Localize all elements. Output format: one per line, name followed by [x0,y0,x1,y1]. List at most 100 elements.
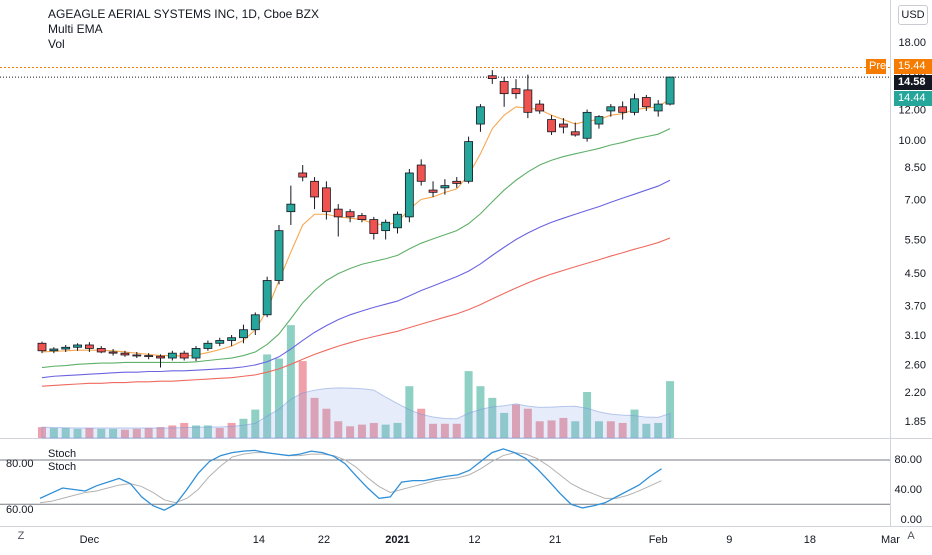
candle-down [416,164,426,182]
volume-bar [49,427,58,438]
candle-down [132,354,142,357]
volume-bar [571,421,580,438]
candle-down [487,75,497,79]
ema-layer [41,98,671,387]
volume-bar [594,421,603,438]
time-tick-label: 21 [549,534,561,546]
candle-down [357,215,367,220]
volume-bar [227,422,236,438]
price-tick-label: 2.20 [905,387,926,399]
candle-up [582,111,592,139]
candle-down [452,180,462,184]
ema-line-green [41,128,671,369]
stoch-label-1[interactable]: Stoch [48,448,77,460]
candle-up [49,348,59,352]
volume-bar [666,381,675,438]
volume-bar [334,421,343,438]
volume-bar [559,417,568,438]
indicator-volume-label[interactable]: Vol [48,37,65,51]
candle-up [653,103,663,112]
candle-down [179,352,189,359]
pre-market-price-tag: 15.44 [894,59,932,74]
symbol-title[interactable]: AGEAGLE AERIAL SYSTEMS INC, 1D, Cboe BZX [48,7,319,21]
volume-bar [109,428,118,438]
zoom-button[interactable]: Z [17,530,25,542]
candle-up [262,280,272,316]
candle-down [108,351,118,354]
ema-line-blue [41,179,671,379]
volume-bar [369,422,378,438]
candle-down [96,348,106,353]
volume-bar [346,426,355,438]
volume-bar [429,423,438,438]
candle-down [345,211,355,218]
candle-down [120,352,130,356]
time-tick-label: 2021 [385,534,409,546]
price-tick-label: 4.50 [905,268,926,280]
volume-bar [61,427,70,438]
volume-bar [73,428,82,438]
time-tick-label: 18 [804,534,816,546]
candle-up [274,230,284,281]
ema-line-red [41,237,671,387]
stoch-tick-label: 80.00 [894,454,922,466]
volume-bar [583,392,592,438]
candle-up [286,203,296,213]
volume-bar [630,409,639,438]
volume-bar [156,427,165,438]
stoch-tick-label: 0.00 [901,514,922,526]
volume-bar [263,354,272,438]
candle-up [464,141,474,182]
stoch-label-2[interactable]: Stoch [48,461,77,473]
candle-down [641,97,651,108]
price-tick-label: 10.00 [898,135,926,147]
volume-bar [97,428,106,438]
volume-bar [192,425,201,438]
auto-scale-button[interactable]: A [907,530,915,542]
price-tick-label: 8.50 [905,162,926,174]
candle-down [310,180,319,198]
candle-down [156,355,165,359]
volume-bar [144,427,153,438]
candle-down [37,342,47,352]
candle-down [535,103,545,112]
candle-down [298,172,308,178]
indicator-multi-ema-label[interactable]: Multi EMA [48,22,103,36]
candle-down [523,89,533,113]
volume-bar [500,412,509,438]
currency-button[interactable]: USD [898,5,928,25]
ema-value-tag: 14.44 [894,91,932,106]
candle-up [239,329,248,339]
candle-down [85,344,94,349]
time-tick-label: Dec [80,534,100,546]
volume-bar [606,421,615,438]
volume-bar [180,422,189,438]
volume-bar [357,424,366,438]
candle-down [559,123,568,128]
stoch-left-tick-label: 60.00 [6,504,34,516]
candle-up [606,106,616,112]
volume-bar [286,325,295,438]
candle-up [167,352,177,359]
volume-bar [476,386,485,438]
volume-bar [298,361,307,438]
candle-down [333,208,343,218]
price-tick-label: 1.85 [905,416,926,428]
volume-bar [654,422,663,438]
time-tick-label: 14 [253,534,265,546]
volume-bar [310,397,319,438]
grid-layer [0,0,932,527]
candle-up [404,172,414,218]
volume-bar [523,408,532,438]
candle-up [227,337,237,341]
volume-bar [275,358,283,438]
volume-bar [168,425,177,438]
price-tick-label: 5.50 [905,235,926,247]
time-tick-label: 9 [726,534,732,546]
candle-up [594,116,604,125]
volume-bar [203,425,212,438]
volume-bar [393,422,402,438]
stoch-tick-label: 40.00 [894,484,922,496]
volume-bar [512,404,520,438]
